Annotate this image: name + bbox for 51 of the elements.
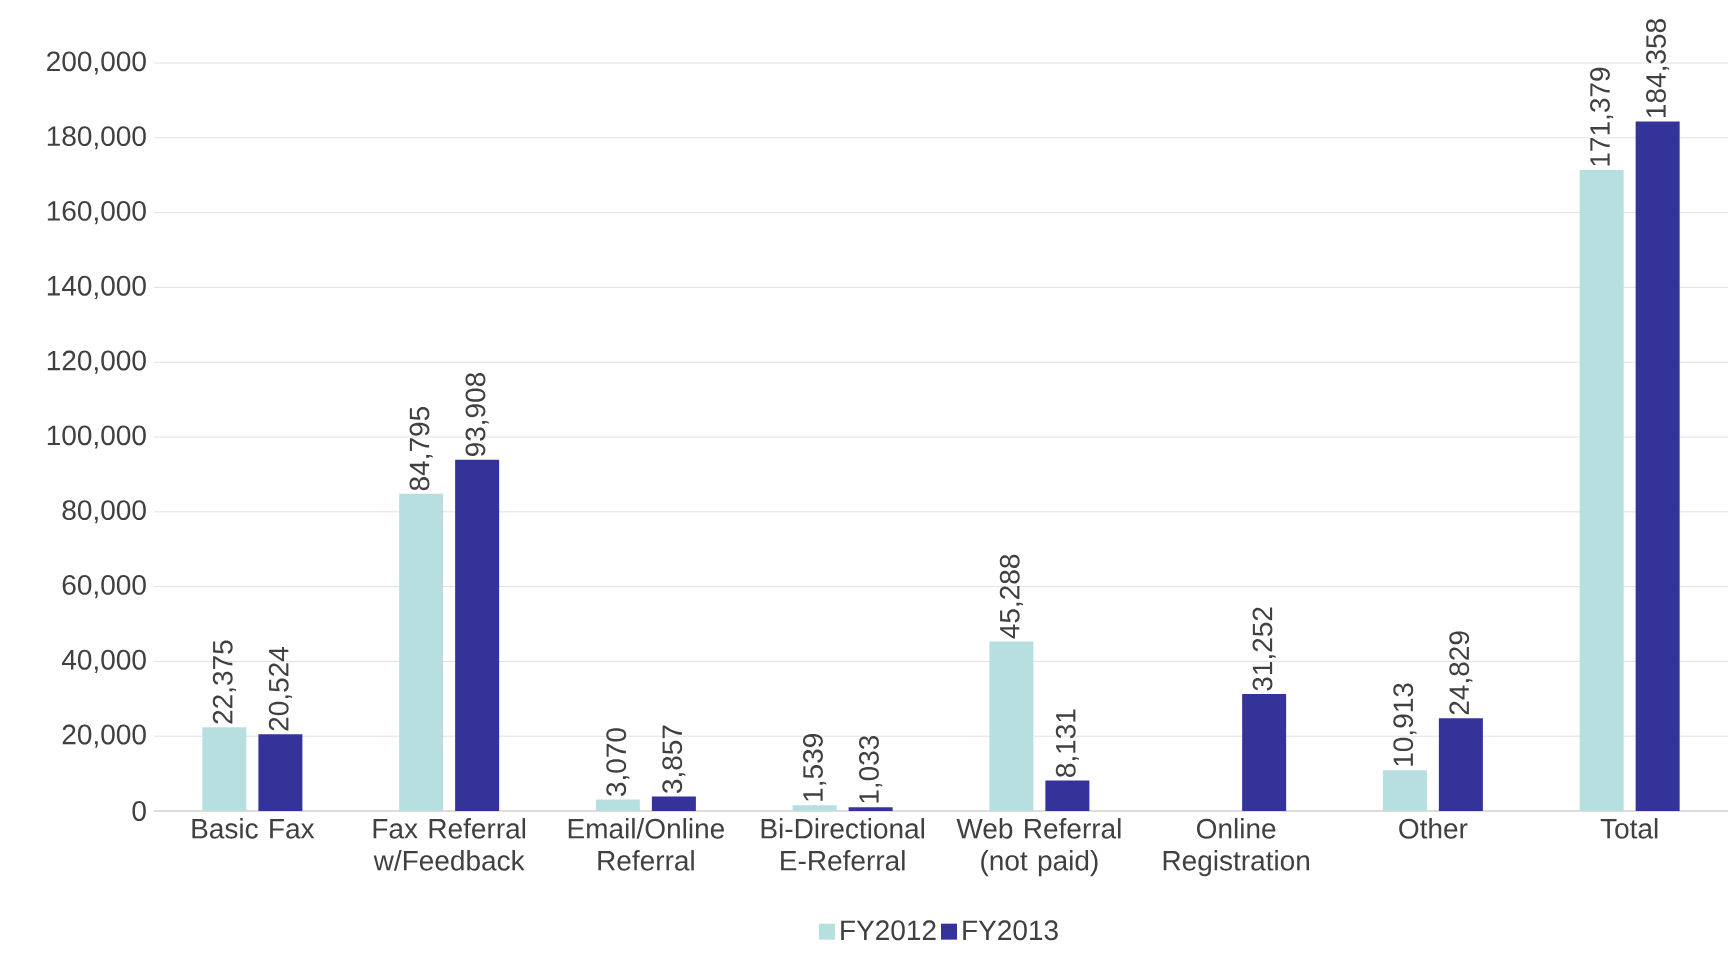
- bar: [1045, 780, 1090, 811]
- x-tick-label: Email/Online Referral: [568, 818, 724, 871]
- data-label: 84,795: [409, 407, 433, 491]
- bar: [258, 734, 303, 811]
- bar: [1382, 770, 1427, 811]
- y-tick-label: 60,000: [62, 575, 146, 599]
- data-label: 93,908: [465, 372, 489, 457]
- bar: [651, 796, 696, 811]
- x-tick-label: Other: [1399, 818, 1468, 839]
- bar: [1438, 718, 1483, 811]
- y-tick-label: 100,000: [47, 425, 146, 449]
- y-tick-label: 200,000: [47, 51, 146, 75]
- bar: [595, 799, 640, 811]
- y-tick-label: 140,000: [47, 275, 146, 299]
- y-tick-label: 160,000: [47, 201, 146, 225]
- bar: [1579, 170, 1624, 811]
- data-label: 45,288: [999, 554, 1023, 639]
- legend-label: FY2013: [963, 920, 1058, 941]
- bar: [792, 805, 837, 811]
- bar: [202, 727, 247, 811]
- x-tick-label: Basic Fax: [192, 818, 315, 839]
- x-tick-label: Bi-Directional E-Referral: [761, 818, 924, 871]
- data-label: 1,033: [859, 735, 883, 803]
- bar: [848, 807, 893, 811]
- data-label: 31,252: [1252, 607, 1276, 691]
- data-label: 24,829: [1449, 631, 1473, 715]
- legend-label: FY2012: [841, 920, 936, 941]
- bar: [989, 641, 1034, 811]
- bar: [455, 459, 500, 811]
- data-label: 3,857: [662, 725, 686, 794]
- y-tick-label: 20,000: [62, 724, 146, 748]
- data-label: 171,379: [1590, 67, 1614, 166]
- x-tick-label: Web Referral (not paid): [956, 818, 1121, 877]
- y-tick-label: 0: [132, 801, 146, 821]
- x-tick-label: Online Registration: [1163, 818, 1310, 877]
- y-tick-label: 40,000: [61, 649, 146, 673]
- data-label: 22,375: [212, 640, 236, 724]
- x-tick-label: Fax Referral w/Feedback: [373, 818, 526, 871]
- data-label: 8,131: [1055, 709, 1079, 777]
- data-label: 1,539: [803, 734, 827, 801]
- x-tick-label: Total: [1600, 818, 1658, 839]
- data-label: 3,070: [606, 728, 630, 797]
- data-label: 10,913: [1393, 683, 1417, 766]
- data-label: 20,524: [268, 647, 292, 731]
- bar: [1635, 121, 1680, 811]
- y-tick-label: 80,000: [62, 500, 146, 524]
- bar: [1242, 694, 1287, 811]
- data-label: 184,358: [1646, 19, 1670, 117]
- bar: [399, 493, 444, 811]
- y-tick-label: 120,000: [47, 350, 146, 374]
- y-tick-label: 180,000: [47, 126, 146, 150]
